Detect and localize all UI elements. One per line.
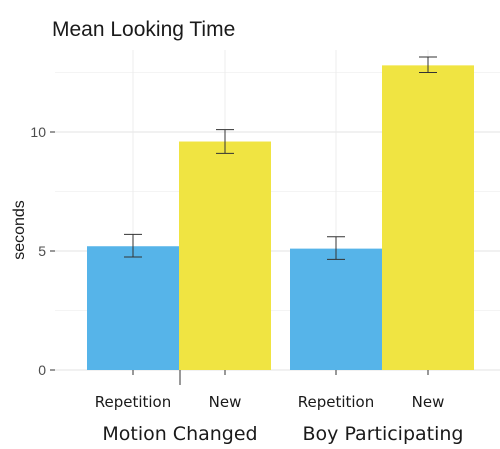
y-tick-label: 0	[38, 362, 46, 378]
bars	[87, 56, 474, 371]
bar-new-2	[382, 65, 474, 371]
bar-new-1	[179, 141, 271, 370]
x-tick-label: New	[412, 393, 445, 411]
x-tick-label: Repetition	[298, 393, 375, 411]
chart-title: Mean Looking Time	[52, 18, 235, 41]
x-tick-label: New	[209, 393, 242, 411]
axes: 0 5 10 Repetition New Repetition New Motion Cha…	[30, 124, 464, 445]
y-axis-label: seconds	[11, 200, 28, 260]
group-label: Motion Changed	[102, 423, 257, 444]
bar-repetition-2	[290, 248, 382, 370]
group-label: Boy Participating	[303, 423, 464, 444]
x-tick-label: Repetition	[95, 393, 172, 411]
y-tick-label: 5	[38, 243, 46, 259]
bar-repetition-1	[87, 246, 179, 370]
y-tick-label: 10	[30, 124, 46, 140]
